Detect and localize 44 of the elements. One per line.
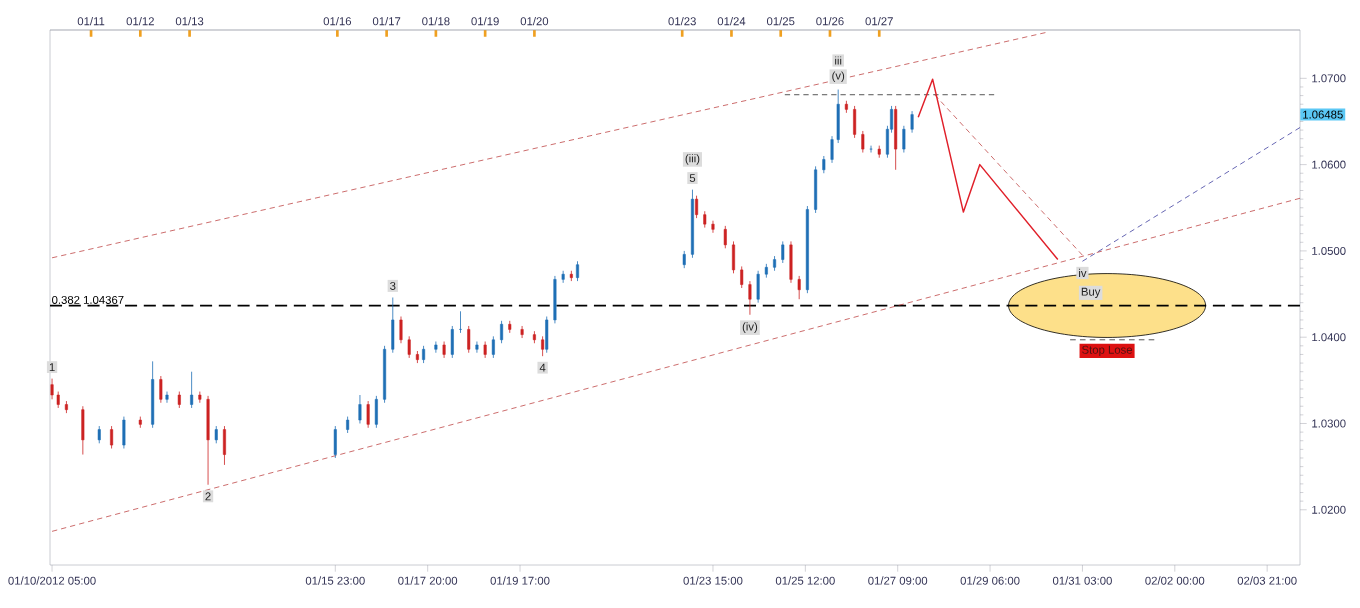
text: 1.06485 (1303, 110, 1343, 119)
x2-tick-label: 01/16 (323, 16, 352, 26)
annotation: iv (1079, 268, 1087, 278)
x-tick-label: 01/23 15:00 (683, 576, 743, 585)
x2-tick-label: 01/13 (175, 16, 204, 26)
annotation: (v) (832, 71, 845, 82)
x2-tick-label: 01/18 (422, 16, 450, 26)
annotation: (iv) (742, 322, 758, 333)
y-tick-label: 1.0500 (1312, 246, 1346, 255)
annotation: iii (835, 56, 842, 65)
x2-tick-label: 01/25 (766, 16, 795, 26)
y-tick-label: 1.0200 (1312, 505, 1346, 514)
annotation: 1 (49, 363, 55, 372)
annotation: 3 (390, 281, 396, 290)
annotation: Stop Lose (1082, 345, 1133, 357)
x-tick-label: 01/29 06:00 (960, 576, 1020, 585)
x-tick-label: 01/25 12:00 (775, 576, 835, 585)
x-tick-label: 01/15 23:00 (305, 576, 365, 585)
x2-tick-label: 01/27 (865, 16, 893, 26)
annotation: 5 (689, 174, 696, 183)
ref-line-label: 0.382 1.04367 (52, 295, 124, 304)
x-tick-label: 01/27 09:00 (868, 576, 928, 585)
y-tick-label: 1.0600 (1312, 160, 1346, 169)
annotation: Buy (1081, 287, 1101, 298)
x2-tick-label: 01/12 (126, 16, 154, 26)
x-tick-label: 01/10/2012 05:00 (8, 576, 96, 585)
x2-tick-label: 01/19 (471, 16, 499, 26)
x2-tick-label: 01/26 (816, 16, 844, 26)
x-tick-label: 01/19 17:00 (490, 576, 550, 585)
x-tick-label: 01/17 20:00 (398, 576, 458, 585)
x-tick-label: 02/02 00:00 (1145, 576, 1205, 585)
x2-tick-label: 01/23 (668, 16, 696, 26)
x2-tick-label: 01/17 (372, 16, 401, 26)
x2-tick-label: 01/11 (77, 16, 105, 26)
x2-tick-label: 01/24 (717, 16, 746, 26)
x-tick-label: 01/31 03:00 (1052, 576, 1112, 585)
y-tick-label: 1.0700 (1312, 74, 1346, 83)
y-tick-label: 1.0300 (1312, 419, 1346, 428)
annotation: (iii) (685, 154, 700, 165)
x2-tick-label: 01/20 (520, 16, 549, 26)
y-tick-label: 1.0400 (1312, 333, 1346, 342)
x-tick-label: 02/03 21:00 (1237, 576, 1297, 585)
annotation: 4 (539, 363, 546, 372)
annotation: 2 (205, 492, 211, 501)
